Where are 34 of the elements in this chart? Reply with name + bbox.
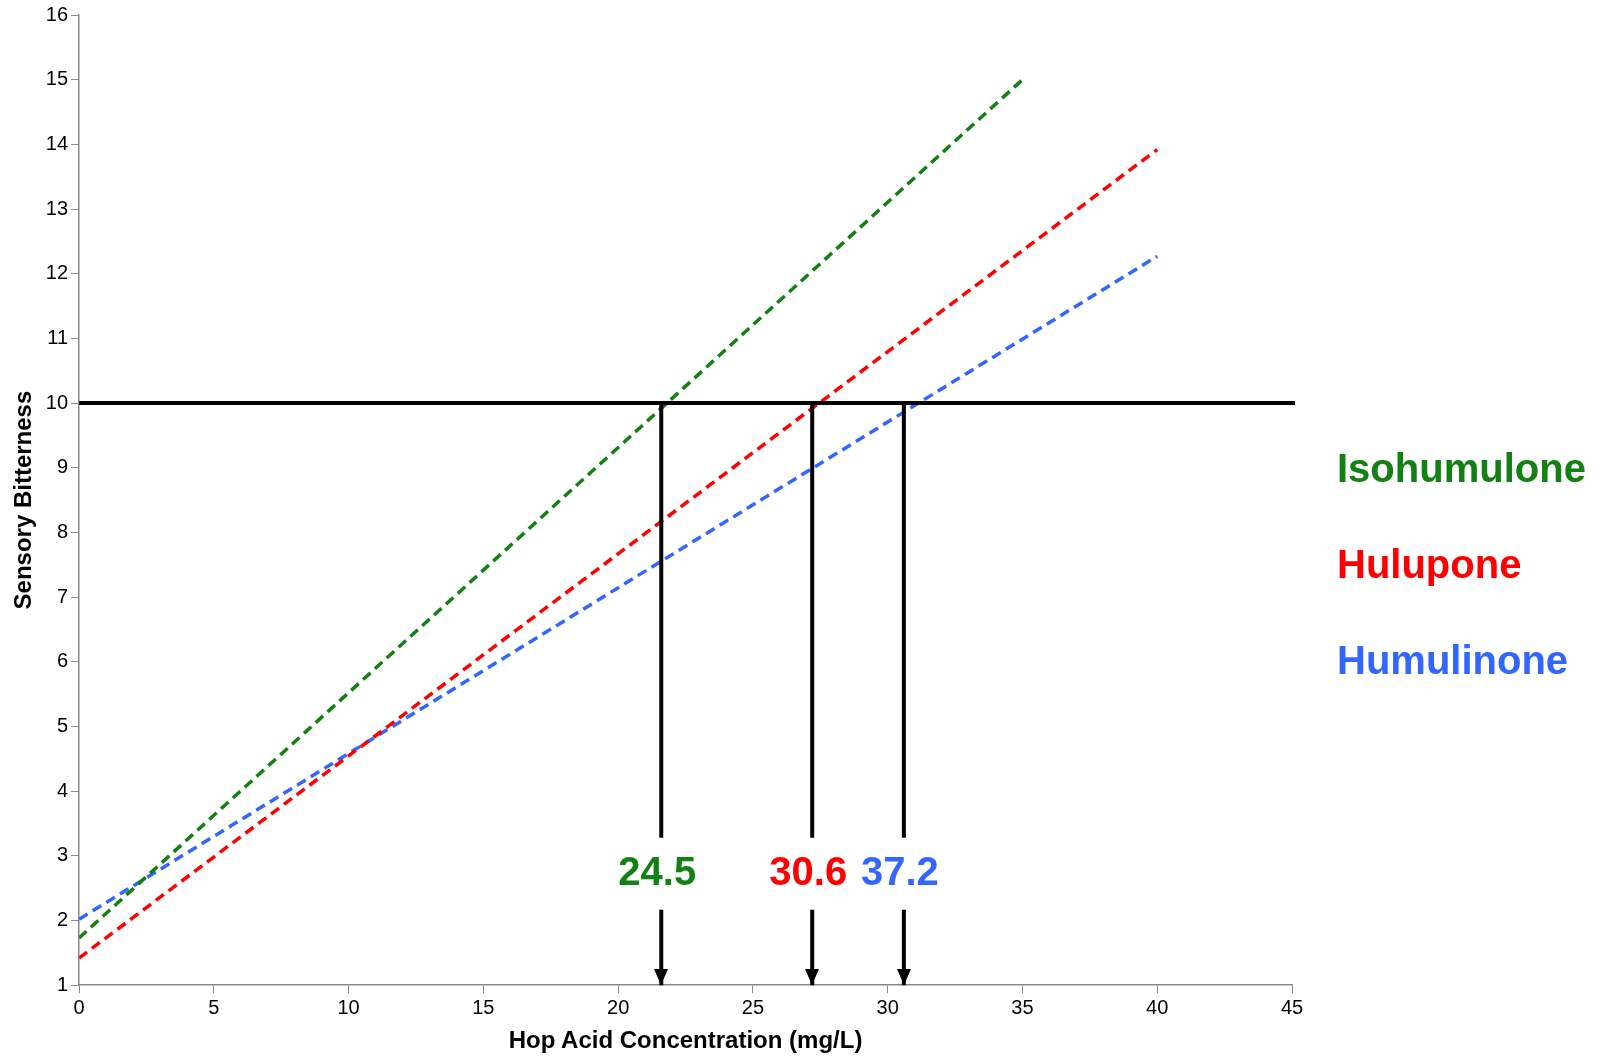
x-tick-label: 25 xyxy=(741,995,765,1018)
text: Isohumulone xyxy=(1337,446,1586,491)
y-tick-label: 2 xyxy=(56,908,69,931)
x-tick-label: 30 xyxy=(876,995,899,1018)
y-tick-label: 15 xyxy=(45,67,69,90)
x-tick-label: 15 xyxy=(472,995,495,1018)
x-tick-label: 10 xyxy=(337,995,360,1018)
y-tick-label: 16 xyxy=(45,2,69,25)
x-tick-label: 20 xyxy=(607,995,630,1018)
annotation: 37.2 xyxy=(860,848,939,893)
y-tick-label: 13 xyxy=(45,196,69,219)
x-axis-title: Hop Acid Concentration (mg/L) xyxy=(508,1026,863,1054)
y-tick-label: 7 xyxy=(56,584,69,607)
annotation: 24.5 xyxy=(618,848,697,893)
y-tick-label: 10 xyxy=(45,390,69,413)
y-tick-label: 6 xyxy=(56,649,69,672)
y-tick-label: 4 xyxy=(56,778,69,801)
y-tick-label: 14 xyxy=(45,131,69,154)
y-axis-title: Sensory Bitterness xyxy=(9,390,37,610)
y-tick-label: 9 xyxy=(56,455,69,478)
x-tick-label: 35 xyxy=(1011,995,1034,1018)
y-tick-label: 8 xyxy=(56,519,69,542)
x-tick-label: 40 xyxy=(1146,995,1169,1018)
annotation: 30.6 xyxy=(769,848,848,893)
x-tick-label: 5 xyxy=(208,995,220,1018)
y-tick-label: 1 xyxy=(56,972,69,995)
text: Hulupone xyxy=(1337,542,1522,587)
y-tick-label: 5 xyxy=(56,714,69,736)
x-tick-label: 0 xyxy=(73,995,85,1018)
y-tick-label: 3 xyxy=(56,843,69,866)
y-tick-label: 12 xyxy=(45,261,69,284)
y-tick-label: 11 xyxy=(47,325,69,348)
text: Humulinone xyxy=(1337,638,1569,683)
x-tick-label: 45 xyxy=(1280,995,1304,1018)
